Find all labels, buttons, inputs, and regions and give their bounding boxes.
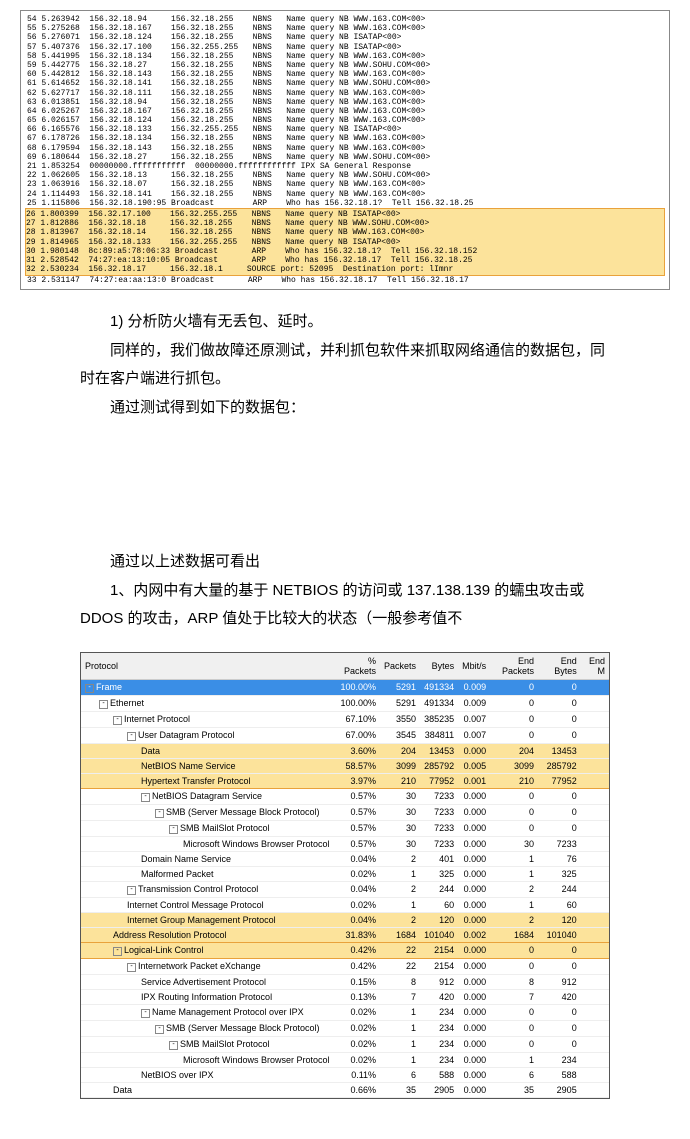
col-header: End M [581, 653, 609, 680]
proto-row: -SMB (Server Message Block Protocol)0.57… [81, 804, 609, 820]
body-text-1: 1) 分析防火墙有无丢包、延时。 同样的，我们做故障还原测试，并利抓包软件来抓取… [80, 308, 610, 422]
protocol-table: Protocol% PacketsPacketsBytesMbit/sEnd P… [80, 652, 610, 1099]
proto-row: Microsoft Windows Browser Protocol0.02%1… [81, 1052, 609, 1067]
line-1: 1) 分析防火墙有无丢包、延时。 [80, 308, 610, 337]
proto-row: Data3.60%204134530.00020413453 [81, 743, 609, 758]
proto-row: -Internetwork Packet eXchange0.42%222154… [81, 958, 609, 974]
proto-row: -User Datagram Protocol67.00%35453848110… [81, 727, 609, 743]
proto-row: Hypertext Transfer Protocol3.97%21077952… [81, 773, 609, 788]
col-header: Bytes [420, 653, 458, 680]
proto-row: NetBIOS Name Service58.57%30992857920.00… [81, 758, 609, 773]
proto-row: Data0.66%3529050.000352905 [81, 1082, 609, 1097]
gap [20, 440, 670, 530]
col-header: Protocol [81, 653, 334, 680]
proto-row: IPX Routing Information Protocol0.13%742… [81, 989, 609, 1004]
body-text-2: 通过以上述数据可看出 1、内网中有大量的基于 NETBIOS 的访问或 137.… [80, 548, 610, 634]
proto-row: -SMB MailSlot Protocol0.57%3072330.00000 [81, 820, 609, 836]
line-2: 同样的，我们做故障还原测试，并利抓包软件来抓取网络通信的数据包，同时在客户端进行… [80, 337, 610, 394]
proto-row: -Name Management Protocol over IPX0.02%1… [81, 1004, 609, 1020]
proto-row: Internet Control Message Protocol0.02%16… [81, 897, 609, 912]
proto-row: Address Resolution Protocol31.83%1684101… [81, 927, 609, 942]
proto-row: -Ethernet100.00%52914913340.00900 [81, 695, 609, 711]
proto-row: Microsoft Windows Browser Protocol0.57%3… [81, 836, 609, 851]
col-header: Mbit/s [458, 653, 490, 680]
proto-row: -Internet Protocol67.10%35503852350.0070… [81, 711, 609, 727]
proto-row: -SMB (Server Message Block Protocol)0.02… [81, 1020, 609, 1036]
col-header: End Packets [490, 653, 538, 680]
proto-row: NetBIOS over IPX0.11%65880.0006588 [81, 1067, 609, 1082]
proto-row: -NetBIOS Datagram Service0.57%3072330.00… [81, 788, 609, 804]
proto-row: -Transmission Control Protocol0.04%22440… [81, 881, 609, 897]
packet-capture-1: 54 5.263942 156.32.18.94 156.32.18.255 N… [20, 10, 670, 290]
line-4: 通过以上述数据可看出 [80, 548, 610, 577]
col-header: Packets [380, 653, 420, 680]
document-page: 54 5.263942 156.32.18.94 156.32.18.255 N… [0, 0, 690, 1139]
proto-row: Internet Group Management Protocol0.04%2… [81, 912, 609, 927]
proto-row: Service Advertisement Protocol0.15%89120… [81, 974, 609, 989]
proto-row: -Logical-Link Control0.42%2221540.00000 [81, 942, 609, 958]
proto-row: -SMB MailSlot Protocol0.02%12340.00000 [81, 1036, 609, 1052]
proto-row: Malformed Packet0.02%13250.0001325 [81, 866, 609, 881]
line-3: 通过测试得到如下的数据包： [80, 394, 610, 423]
proto-row: -Frame100.00%52914913340.00900 [81, 679, 609, 695]
col-header: % Packets [334, 653, 381, 680]
col-header: End Bytes [538, 653, 581, 680]
proto-row: Domain Name Service0.04%24010.000176 [81, 851, 609, 866]
line-5: 1、内网中有大量的基于 NETBIOS 的访问或 137.138.139 的蠕虫… [80, 577, 610, 634]
